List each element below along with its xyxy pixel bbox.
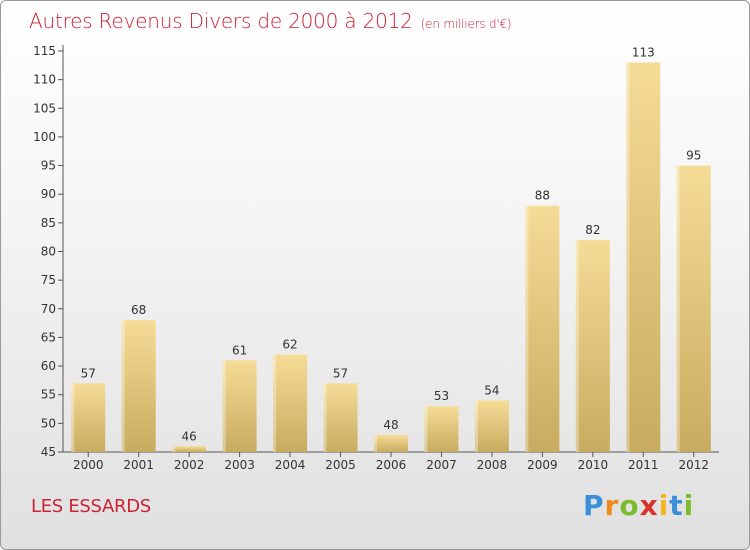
logo-letter: r — [604, 489, 620, 522]
bar-highlight — [525, 205, 529, 452]
y-tick-label: 115 — [33, 44, 56, 58]
bar-highlight — [121, 320, 125, 452]
value-label: 62 — [282, 338, 297, 352]
x-tick-label: 2011 — [628, 458, 659, 472]
bar — [374, 434, 408, 452]
y-tick-label: 55 — [41, 388, 56, 402]
value-labels: 57 68 46 61 62 57 48 53 54 88 82 113 95 — [81, 45, 702, 443]
bar-highlight — [474, 400, 478, 452]
value-label: 82 — [585, 223, 600, 237]
value-label: 113 — [632, 45, 655, 59]
y-tick-label: 80 — [41, 245, 56, 259]
x-tick-label: 2004 — [275, 458, 306, 472]
y-tick-label: 45 — [41, 445, 56, 459]
logo-letter: i — [658, 489, 670, 522]
bar-highlight — [172, 446, 176, 452]
bar — [474, 400, 509, 452]
x-tick-label: 2001 — [123, 458, 154, 472]
value-label: 95 — [686, 149, 701, 163]
bar — [172, 446, 207, 452]
y-tick-label: 100 — [33, 130, 56, 144]
y-tick-label: 105 — [33, 101, 56, 115]
x-tick-label: 2007 — [426, 458, 457, 472]
bar — [121, 320, 156, 452]
value-label: 57 — [81, 366, 96, 380]
axes: 45 50 55 60 65 70 75 80 85 90 95 100 105 110 115 2000 20… — [33, 44, 719, 472]
value-label: 54 — [484, 383, 499, 397]
bar — [676, 165, 711, 453]
x-tick-label: 2003 — [224, 458, 255, 472]
x-tick-label: 2002 — [174, 458, 205, 472]
logo-letter: t — [669, 489, 684, 522]
y-tick-label: 75 — [41, 273, 56, 287]
bar-highlight — [222, 360, 226, 452]
bar — [626, 62, 661, 452]
logo-letter: x — [639, 489, 659, 522]
x-tick-label: 2009 — [527, 458, 558, 472]
x-tick-label: 2005 — [325, 458, 356, 472]
y-tick-label: 65 — [41, 330, 56, 344]
logo-letter: i — [683, 489, 695, 522]
value-label: 68 — [131, 303, 146, 317]
bar-highlight — [374, 434, 377, 452]
logo-letter: P — [583, 489, 605, 522]
y-tick-label: 70 — [41, 302, 56, 316]
y-tick-label: 110 — [33, 73, 56, 87]
y-tick-label: 50 — [41, 416, 56, 430]
bar — [323, 383, 358, 452]
proxiti-logo: Proxiti — [583, 489, 694, 522]
bar — [424, 406, 459, 452]
bar — [273, 354, 308, 452]
bars — [71, 62, 711, 453]
bar — [525, 205, 560, 452]
x-tick-label: 2000 — [73, 458, 104, 472]
bar-highlight — [575, 240, 579, 452]
bar-highlight — [71, 383, 75, 452]
bar-highlight — [323, 383, 327, 452]
x-tick-label: 2006 — [376, 458, 407, 472]
y-tick-label: 90 — [41, 187, 56, 201]
value-label: 88 — [535, 189, 550, 203]
y-tick-label: 95 — [41, 159, 56, 173]
bar — [71, 383, 106, 452]
bar-highlight — [676, 165, 680, 453]
logo-letter: o — [619, 489, 640, 522]
chart-title-text: Autres Revenus Divers de 2000 à 2012 — [29, 9, 413, 33]
chart-title: Autres Revenus Divers de 2000 à 2012 (en … — [29, 9, 512, 33]
bar-highlight — [273, 354, 277, 452]
y-tick-label: 85 — [41, 216, 56, 230]
value-label: 57 — [333, 366, 348, 380]
y-tick-label: 60 — [41, 359, 56, 373]
chart-subtitle: (en milliers d'€) — [420, 17, 512, 31]
value-label: 61 — [232, 343, 247, 357]
value-label: 46 — [182, 429, 197, 443]
x-tick-label: 2012 — [678, 458, 709, 472]
place-name: LES ESSARDS — [31, 496, 151, 517]
value-label: 53 — [434, 389, 449, 403]
bar — [575, 240, 610, 452]
bar-highlight — [626, 62, 630, 452]
x-tick-label: 2008 — [477, 458, 508, 472]
value-label: 48 — [383, 418, 398, 432]
x-tick-label: 2010 — [578, 458, 609, 472]
bar — [222, 360, 257, 452]
bar-highlight — [424, 406, 428, 452]
